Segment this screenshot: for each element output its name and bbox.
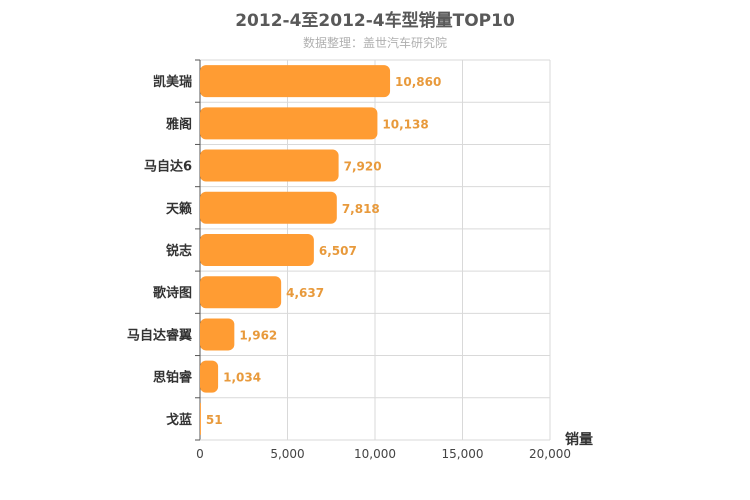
category-label: 歌诗图: [153, 285, 192, 301]
bar: [200, 234, 314, 266]
x-axis-title: 销量: [565, 431, 593, 448]
category-label: 雅阁: [166, 116, 192, 132]
bar: [200, 360, 219, 393]
bar: [200, 107, 378, 140]
data-label: 4,637: [286, 286, 324, 300]
bar: [200, 149, 339, 182]
data-label: 51: [206, 413, 223, 427]
data-label: 1,034: [223, 371, 261, 385]
bar: [200, 402, 201, 435]
bar: [200, 276, 282, 309]
bar: [200, 191, 337, 224]
bar: [200, 65, 391, 98]
data-label: 10,138: [382, 117, 428, 131]
chart-subtitle: 数据整理：盖世汽车研究院: [302, 36, 447, 50]
x-tick-label: 10,000: [354, 447, 396, 461]
data-label: 6,507: [319, 244, 357, 258]
chart-title: 2012-4至2012-4车型销量TOP10: [235, 11, 515, 31]
x-tick-label: 5,000: [270, 447, 304, 461]
data-label: 1,962: [239, 328, 277, 342]
category-label: 马自达睿翼: [127, 327, 192, 343]
x-tick-label: 0: [196, 447, 204, 461]
data-label: 7,818: [342, 202, 380, 216]
category-label: 马自达6: [144, 159, 192, 175]
category-label: 锐志: [166, 243, 192, 259]
category-label: 天籁: [166, 201, 192, 217]
x-tick-label: 15,000: [442, 447, 484, 461]
category-label: 戈蓝: [166, 412, 192, 428]
bar: [200, 318, 235, 351]
category-label: 思铂睿: [153, 370, 193, 386]
category-label: 凯美瑞: [153, 74, 192, 90]
data-label: 10,860: [395, 75, 441, 89]
x-tick-label: 20,000: [529, 447, 571, 461]
data-label: 7,920: [344, 160, 382, 174]
